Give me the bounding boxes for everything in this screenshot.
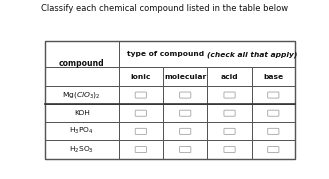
Bar: [119, 141, 163, 159]
Bar: [119, 104, 163, 122]
Bar: [45, 122, 119, 141]
Bar: [45, 104, 119, 122]
Bar: [207, 86, 252, 104]
Bar: [252, 122, 295, 141]
Bar: [45, 42, 295, 159]
Bar: [252, 67, 295, 86]
Text: compound: compound: [59, 59, 105, 68]
Bar: [163, 104, 207, 122]
Bar: [207, 67, 252, 86]
Text: KOH: KOH: [74, 110, 90, 116]
Bar: [119, 67, 163, 86]
Text: H$_3$PO$_4$: H$_3$PO$_4$: [69, 126, 94, 136]
Bar: [119, 42, 295, 67]
Bar: [119, 122, 163, 141]
Bar: [163, 141, 207, 159]
Bar: [252, 86, 295, 104]
Bar: [163, 86, 207, 104]
Text: acid: acid: [221, 74, 238, 80]
Bar: [207, 141, 252, 159]
Bar: [252, 104, 295, 122]
Text: Mg$(ClO_3)_2$: Mg$(ClO_3)_2$: [63, 90, 101, 100]
Bar: [45, 141, 119, 159]
Text: (check all that apply): (check all that apply): [207, 51, 297, 58]
Bar: [163, 122, 207, 141]
Bar: [119, 86, 163, 104]
Text: Classify each chemical compound listed in the table below: Classify each chemical compound listed i…: [41, 4, 288, 13]
Bar: [252, 141, 295, 159]
Bar: [163, 67, 207, 86]
Text: H$_2$SO$_3$: H$_2$SO$_3$: [69, 144, 94, 155]
Text: base: base: [263, 74, 283, 80]
Bar: [207, 104, 252, 122]
Text: ionic: ionic: [131, 74, 151, 80]
Text: type of compound: type of compound: [127, 51, 207, 57]
Bar: [207, 122, 252, 141]
Bar: [45, 67, 119, 86]
Text: molecular: molecular: [164, 74, 206, 80]
Bar: [45, 42, 119, 67]
Bar: [45, 86, 119, 104]
